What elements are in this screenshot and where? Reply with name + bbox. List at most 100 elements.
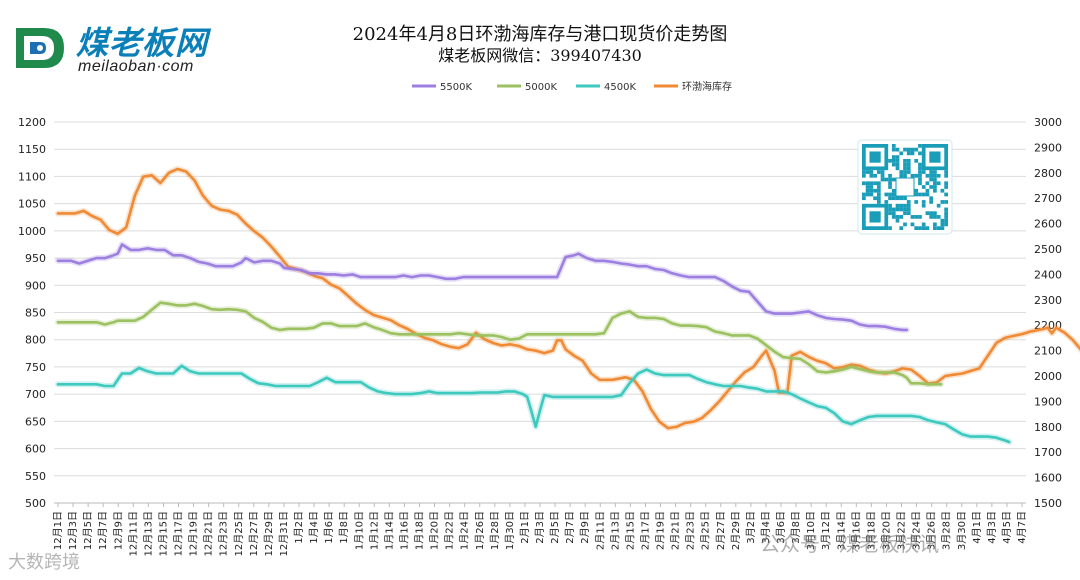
x-tick-label: 3月6日 xyxy=(775,511,787,544)
qr-cell xyxy=(929,200,934,204)
qr-cell xyxy=(873,181,877,186)
x-tick-label: 2月27日 xyxy=(715,511,727,550)
qr-cell xyxy=(910,222,915,227)
qr-cell xyxy=(933,215,937,219)
x-tick-label: 3月8日 xyxy=(790,511,802,544)
qr-cell xyxy=(895,162,900,167)
qr-cell xyxy=(906,158,911,163)
qr-cell xyxy=(929,211,934,216)
right-tick-label: 3000 xyxy=(1034,116,1062,129)
qr-cell xyxy=(876,200,881,204)
brand-logo: 煤老板网 meilaoban·com xyxy=(12,20,252,80)
x-tick-label: 2月5日 xyxy=(549,511,561,544)
qr-cell xyxy=(906,203,911,208)
qr-cell xyxy=(895,155,900,159)
right-tick-label: 2400 xyxy=(1034,268,1062,281)
series-line-0 xyxy=(56,243,909,332)
qr-cell xyxy=(933,181,937,186)
right-tick-label: 1800 xyxy=(1034,421,1062,434)
logo-mark-icon xyxy=(16,28,64,68)
x-tick-label: 2月19日 xyxy=(655,511,667,550)
right-tick-label: 2800 xyxy=(1034,167,1062,180)
qr-cell xyxy=(891,192,896,197)
chart-legend: 5500K 5000K 4500K 环渤海库存 xyxy=(412,80,732,93)
qr-cell xyxy=(925,188,930,193)
qr-cell xyxy=(876,188,881,193)
qr-cell xyxy=(914,226,919,230)
qr-cell xyxy=(933,188,937,193)
x-tick-label: 12月19日 xyxy=(188,511,200,556)
qr-center xyxy=(895,177,915,197)
qr-cell xyxy=(869,188,874,193)
qr-cell xyxy=(914,192,919,197)
series-line-2 xyxy=(56,364,1011,444)
qr-cell xyxy=(899,151,904,156)
qr-cell xyxy=(899,215,904,219)
x-tick-label: 3月14日 xyxy=(835,511,847,550)
qr-cell xyxy=(903,203,907,208)
qr-cell xyxy=(914,215,919,219)
qr-cell xyxy=(944,218,948,223)
qr-cell xyxy=(891,177,896,182)
qr-cell xyxy=(873,188,877,193)
qr-cell xyxy=(888,196,892,201)
legend-label: 5000K xyxy=(525,82,557,93)
qr-cell xyxy=(936,203,941,208)
qr-cell xyxy=(884,200,889,204)
right-tick-label: 1500 xyxy=(1034,497,1062,510)
x-tick-label: 1月10日 xyxy=(353,511,365,550)
qr-cell xyxy=(918,226,922,230)
x-tick-label: 2月25日 xyxy=(700,511,712,550)
x-tick-label: 2月23日 xyxy=(685,511,697,550)
qr-cell xyxy=(918,215,922,219)
series-line-3 xyxy=(56,167,1080,430)
x-tick-label: 3月26日 xyxy=(926,511,938,550)
qr-cell xyxy=(895,147,900,152)
qr-cell xyxy=(940,218,945,223)
qr-cell xyxy=(895,215,900,219)
qr-cell xyxy=(944,192,948,197)
x-tick-label: 1月4日 xyxy=(308,511,320,544)
series-lines xyxy=(55,166,1080,445)
x-tick-label: 2月1日 xyxy=(519,511,531,544)
qr-cell xyxy=(921,226,926,230)
x-tick-label: 1月22日 xyxy=(444,511,456,550)
legend-label: 5500K xyxy=(440,82,472,93)
right-tick-label: 2600 xyxy=(1034,218,1062,231)
x-tick-label: 1月2日 xyxy=(293,511,305,544)
x-tick-label: 12月1日 xyxy=(52,511,64,550)
qr-cell xyxy=(921,203,926,208)
x-tick-label: 12月15日 xyxy=(157,511,169,556)
left-tick-label: 700 xyxy=(25,388,46,401)
qr-cell xyxy=(903,207,907,212)
qr-cell xyxy=(873,173,877,178)
qr-cell xyxy=(944,211,948,216)
qr-cell xyxy=(899,207,904,212)
x-tick-label: 2月9日 xyxy=(579,511,591,544)
x-tick-label: 3月20日 xyxy=(880,511,892,550)
qr-cell xyxy=(914,147,919,152)
qr-cell xyxy=(895,166,900,171)
qr-cell xyxy=(918,181,922,186)
left-tick-label: 500 xyxy=(25,497,46,510)
qr-cell xyxy=(910,151,915,156)
series-shadow-2 xyxy=(55,362,1013,445)
qr-cell xyxy=(888,181,892,186)
x-tick-label: 3月24日 xyxy=(911,511,923,550)
x-tick-label: 12月31日 xyxy=(278,511,290,556)
qr-cell xyxy=(906,166,911,171)
qr-cell xyxy=(891,147,896,152)
qr-cell xyxy=(906,151,911,156)
series-line-1 xyxy=(56,301,943,386)
qr-cell xyxy=(918,166,922,171)
qr-cell xyxy=(914,200,919,204)
x-tick-label: 4月5日 xyxy=(1001,511,1013,544)
qr-cell xyxy=(895,203,900,208)
x-tick-label: 1月30日 xyxy=(504,511,516,550)
qr-cell xyxy=(873,196,877,201)
left-tick-label: 1150 xyxy=(18,143,46,156)
right-tick-label: 2000 xyxy=(1034,370,1062,383)
qr-cell xyxy=(940,200,945,204)
x-tick-label: 12月23日 xyxy=(218,511,230,556)
x-tick-label: 3月16日 xyxy=(850,511,862,550)
